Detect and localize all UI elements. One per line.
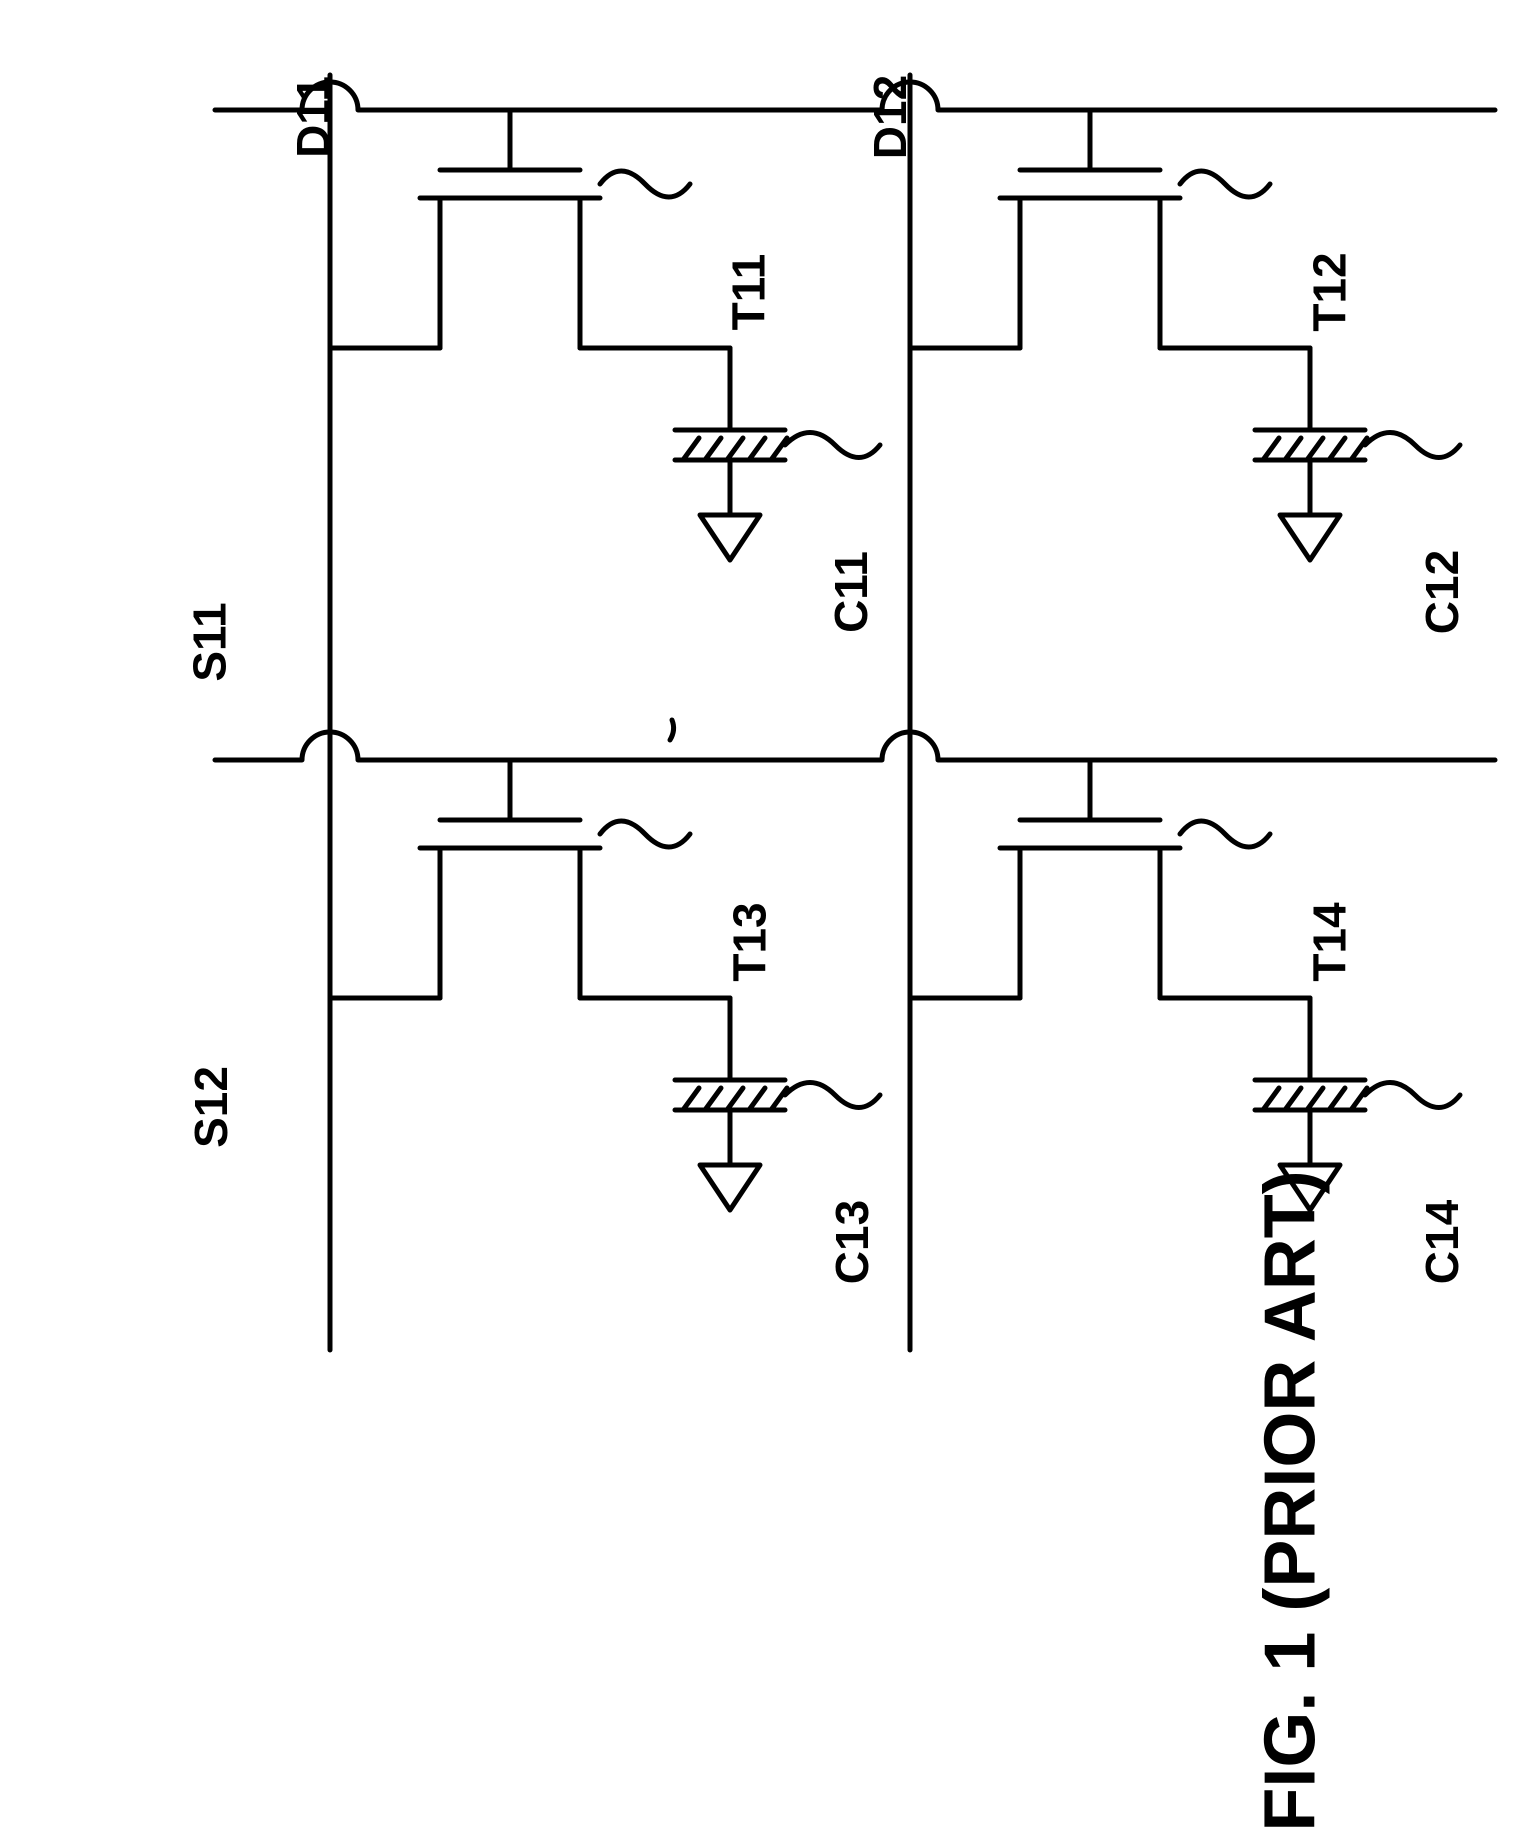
label-c14: C14 <box>1415 1200 1469 1284</box>
col-label-d12: D12 <box>863 75 917 159</box>
row-label-s11: S11 <box>183 602 237 681</box>
figure-canvas: S11 S12 D11 D12 T11 T12 T13 T14 C11 C12 … <box>40 40 1537 1561</box>
col-label-d11: D11 <box>286 76 340 158</box>
figure-title: FIG. 1 (PRIOR ART) <box>1250 1170 1332 1831</box>
label-t12: T12 <box>1303 252 1357 331</box>
label-t11: T11 <box>721 254 775 331</box>
label-c12: C12 <box>1415 550 1469 634</box>
label-t13: T13 <box>723 902 777 981</box>
row-label-s12: S12 <box>184 1066 238 1148</box>
label-c11: C11 <box>824 551 878 633</box>
label-t14: T14 <box>1303 902 1357 981</box>
label-c13: C13 <box>825 1200 879 1284</box>
